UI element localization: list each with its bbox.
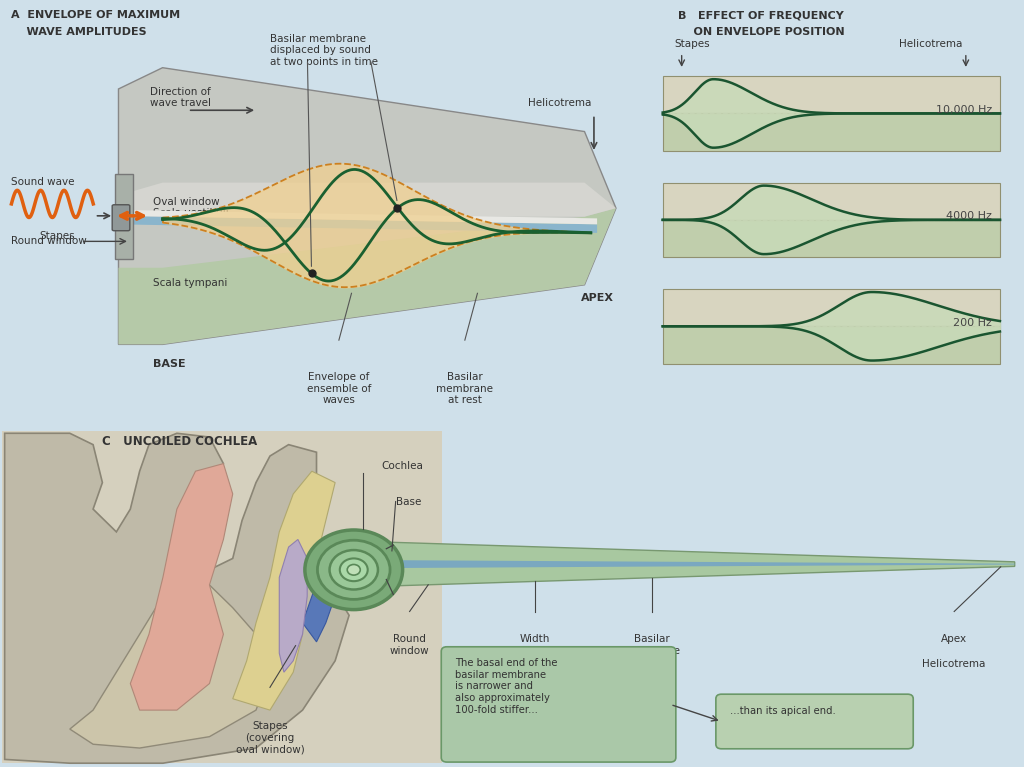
Text: WAVE AMPLITUDES: WAVE AMPLITUDES	[11, 28, 147, 38]
Polygon shape	[232, 471, 335, 710]
Polygon shape	[119, 210, 597, 224]
Text: Helicotrema: Helicotrema	[923, 659, 986, 669]
Text: Round
window: Round window	[390, 634, 429, 656]
Polygon shape	[70, 578, 270, 748]
Text: Cochlea: Cochlea	[382, 461, 424, 471]
Text: C   UNCOILED COCHLEA: C UNCOILED COCHLEA	[102, 435, 258, 448]
Polygon shape	[663, 183, 999, 220]
Polygon shape	[130, 463, 232, 710]
Text: A  ENVELOPE OF MAXIMUM: A ENVELOPE OF MAXIMUM	[11, 10, 180, 20]
Polygon shape	[663, 114, 999, 150]
Text: Stapes: Stapes	[674, 38, 710, 48]
Text: Width
of cochlea: Width of cochlea	[509, 634, 562, 656]
Text: Stapes: Stapes	[40, 231, 76, 241]
Polygon shape	[280, 539, 307, 672]
Text: Helicotrema: Helicotrema	[527, 98, 591, 108]
Text: Round window: Round window	[11, 236, 87, 246]
Polygon shape	[119, 208, 616, 344]
Polygon shape	[119, 216, 597, 233]
Polygon shape	[663, 220, 999, 257]
Polygon shape	[386, 542, 1015, 586]
Text: ...than its apical end.: ...than its apical end.	[730, 706, 836, 716]
Polygon shape	[302, 532, 353, 642]
Polygon shape	[663, 289, 999, 326]
Text: Basilar
membrane: Basilar membrane	[624, 634, 680, 656]
Polygon shape	[5, 433, 349, 763]
FancyBboxPatch shape	[116, 174, 133, 259]
Polygon shape	[663, 326, 999, 364]
Polygon shape	[119, 67, 616, 344]
Polygon shape	[386, 560, 1015, 568]
Text: Basilar
membrane
at rest: Basilar membrane at rest	[436, 372, 494, 405]
Circle shape	[347, 565, 360, 575]
Text: The basal end of the
basilar membrane
is narrower and
also approximately
100-fol: The basal end of the basilar membrane is…	[456, 658, 558, 715]
Text: Stapes
(covering
oval window): Stapes (covering oval window)	[236, 722, 304, 755]
Text: Helicotrema: Helicotrema	[899, 38, 963, 48]
Polygon shape	[119, 183, 616, 217]
Text: 10,000 Hz: 10,000 Hz	[936, 105, 992, 115]
FancyBboxPatch shape	[716, 694, 913, 749]
Text: Scala vestibuli: Scala vestibuli	[154, 209, 228, 219]
Text: Envelope of
ensemble of
waves: Envelope of ensemble of waves	[307, 372, 371, 405]
FancyBboxPatch shape	[113, 205, 130, 231]
Polygon shape	[2, 431, 442, 763]
FancyBboxPatch shape	[441, 647, 676, 762]
Text: Base: Base	[395, 496, 421, 506]
Text: BASE: BASE	[153, 358, 185, 368]
Text: Basilar membrane
displaced by sound
at two points in time: Basilar membrane displaced by sound at t…	[269, 34, 378, 67]
Circle shape	[317, 540, 390, 599]
Text: B   EFFECT OF FREQUENCY: B EFFECT OF FREQUENCY	[678, 10, 844, 20]
Text: Sound wave: Sound wave	[11, 177, 75, 187]
Circle shape	[305, 530, 402, 610]
Text: ON ENVELOPE POSITION: ON ENVELOPE POSITION	[678, 28, 845, 38]
Text: Apex: Apex	[941, 634, 968, 644]
Text: 200 Hz: 200 Hz	[953, 318, 992, 328]
Text: 4000 Hz: 4000 Hz	[946, 212, 992, 222]
Text: Oval window: Oval window	[154, 197, 220, 207]
Circle shape	[330, 550, 378, 590]
Circle shape	[340, 558, 368, 581]
Text: APEX: APEX	[582, 292, 614, 302]
Text: Scala tympani: Scala tympani	[154, 278, 227, 288]
Polygon shape	[663, 76, 999, 114]
Text: Direction of
wave travel: Direction of wave travel	[150, 87, 211, 108]
